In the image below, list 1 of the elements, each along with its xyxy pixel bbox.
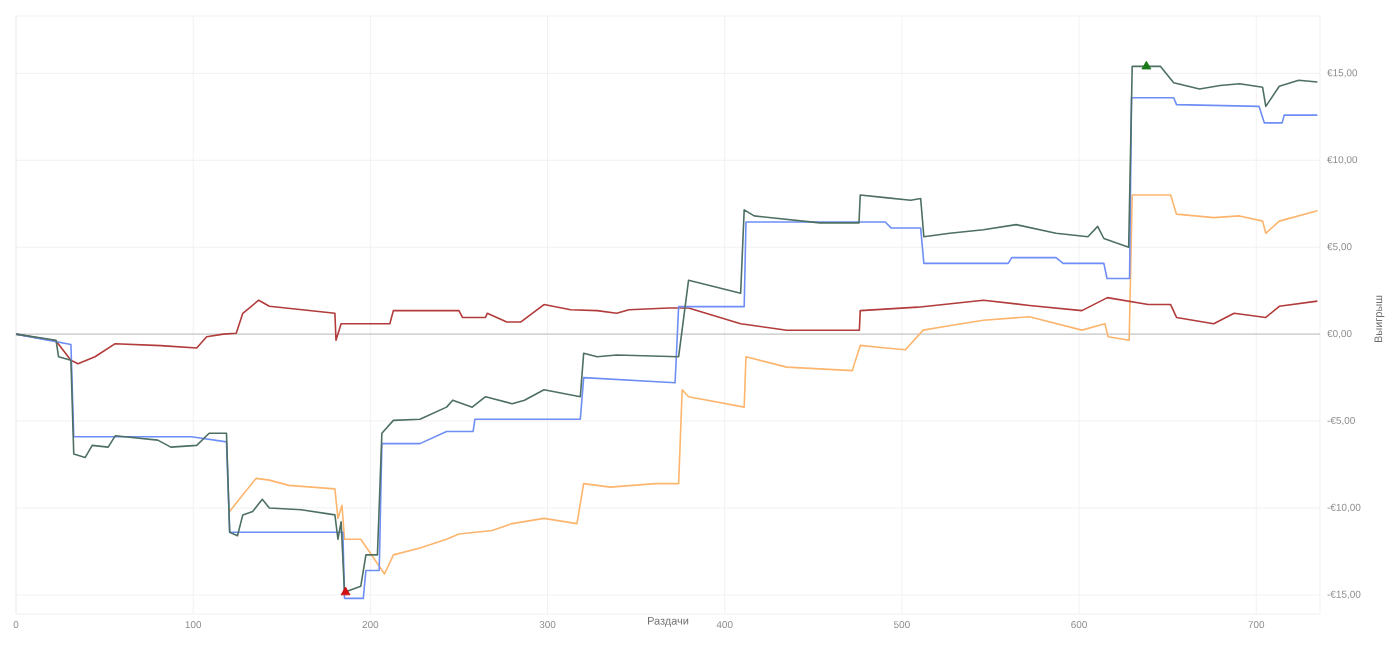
line-series <box>228 194 1319 575</box>
